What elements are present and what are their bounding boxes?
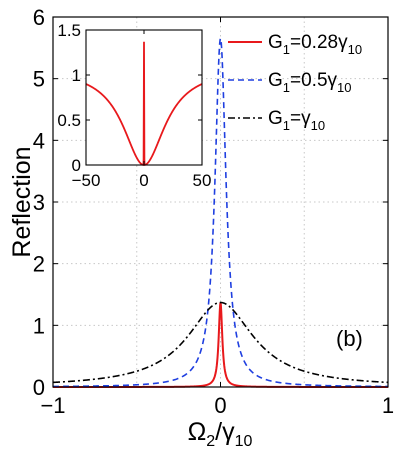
- y-axis-label: Reflection: [8, 146, 36, 257]
- legend-entry-2: G1=0.5γ10: [268, 70, 352, 95]
- x-tick-label: −1: [40, 393, 65, 418]
- inset-tick-marks: [85, 29, 203, 166]
- y-tick-label: 1: [33, 313, 45, 338]
- inset-x-tick-labels: −50 0 50: [72, 171, 212, 190]
- x-tick-label: 0: [214, 393, 226, 418]
- inset-y-tick-labels: 0 0.5 1 1.5: [57, 21, 81, 175]
- y-tick-label: 2: [33, 252, 45, 277]
- y-tick-label: 5: [33, 67, 45, 92]
- inset-x-tick-label: 0: [139, 171, 148, 190]
- x-axis-label: Ω2/γ10: [188, 418, 253, 450]
- inset-x-tick-label: −50: [72, 171, 101, 190]
- x-label-main: Ω: [188, 418, 207, 446]
- tick-marks: [52, 16, 389, 388]
- x-label-sep: /γ: [215, 418, 235, 446]
- legend-entry-1: G1=0.28γ10: [268, 32, 362, 57]
- inset-y-tick-label: 1.5: [57, 21, 81, 40]
- inset-y-tick-label: 1: [72, 66, 81, 85]
- inset-series-line: [85, 41, 203, 167]
- panel-label: (b): [336, 326, 363, 351]
- y-tick-label: 3: [33, 190, 45, 215]
- inset-series: [85, 41, 203, 167]
- inset-plot: 00.511.5 −50 0 50: [57, 21, 211, 190]
- x-tick-label: 1: [382, 393, 394, 418]
- x-tick-labels: −1 0 1: [40, 393, 394, 418]
- inset-y-tick-label: 0: [72, 156, 81, 175]
- inset-y-tick-label: 0.5: [57, 111, 81, 130]
- y-tick-label: 4: [33, 128, 45, 153]
- inset-x-tick-label: 50: [193, 171, 212, 190]
- x-label-sub2: 10: [235, 433, 253, 450]
- x-label-sub1: 2: [206, 433, 215, 450]
- legend-entry-3: G1=γ10: [268, 108, 325, 133]
- y-tick-labels: 0 1 2 3 4 5 6: [33, 5, 45, 400]
- grid-lines: [53, 17, 388, 387]
- series-line-3: [52, 301, 389, 384]
- series-line-2: [53, 36, 388, 388]
- legend: G1=0.28γ10 G1=0.5γ10 G1=γ10: [228, 32, 362, 133]
- y-tick-label: 0: [33, 375, 45, 400]
- y-tick-label: 6: [33, 5, 45, 30]
